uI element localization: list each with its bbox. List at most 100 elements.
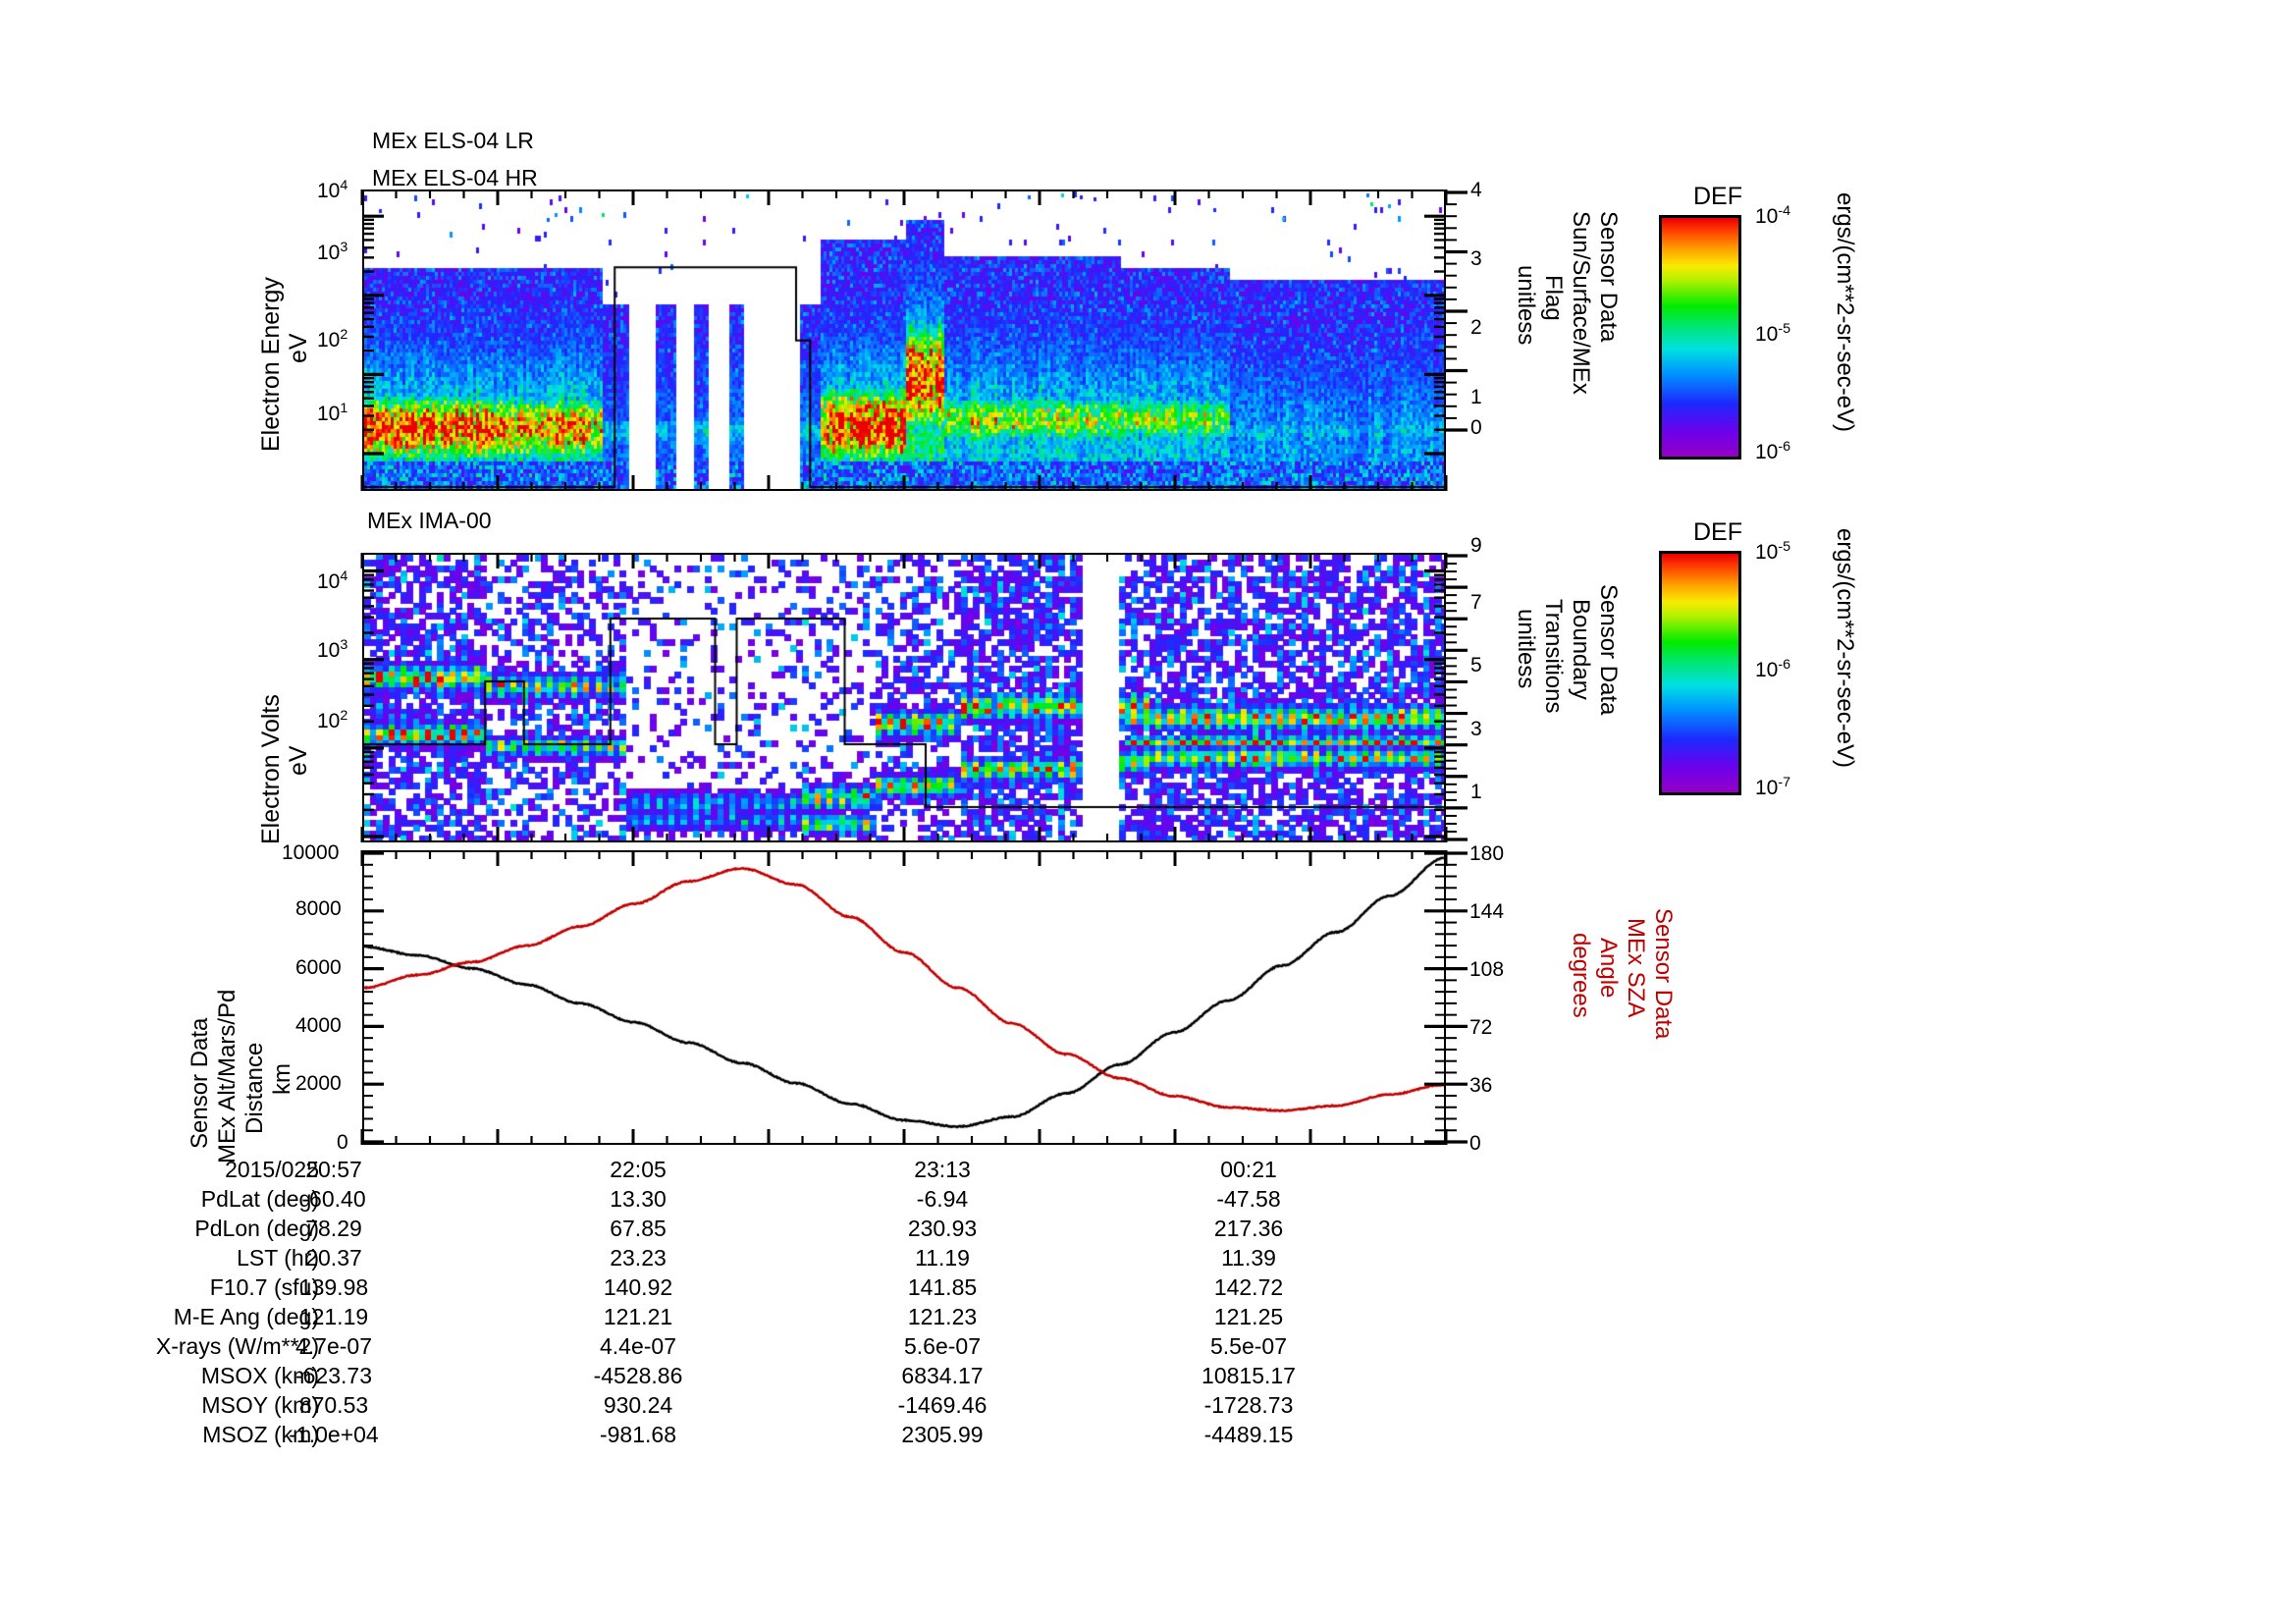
table-cell: -1728.73: [1203, 1392, 1294, 1418]
table-row-label: M-E Ang (deg): [173, 1304, 319, 1329]
table-row: MSOX (km) -623.73 -4528.86 6834.17 10815.17: [0, 1363, 1492, 1392]
table-row-label: 2015/025: [225, 1157, 319, 1182]
panel-ima-ytick-10e3: 103: [317, 637, 348, 662]
table-cell: 67.85: [610, 1216, 667, 1241]
table-cell: 230.93: [907, 1216, 978, 1241]
panel-ima-rlabel-line4: unitless: [1513, 609, 1539, 689]
panel-ima-rtick-5: 5: [1470, 654, 1482, 676]
colorbar-ima-gradient: [1659, 551, 1741, 795]
table-cell: 121.25: [1213, 1304, 1284, 1329]
table-cell: 13.30: [610, 1186, 667, 1212]
table-cell: -4528.86: [593, 1363, 683, 1388]
panel-els-rtick-0: 0: [1470, 416, 1482, 439]
table-row: PdLon (deg) 78.29 67.85 230.93 217.36: [0, 1216, 1492, 1245]
table-row-label: X-rays (W/m**2): [155, 1333, 319, 1359]
panel-els-ytick-10e2: 102: [317, 327, 348, 352]
panel-orbit-rtick-72: 72: [1469, 1016, 1493, 1039]
panel-ima-ytick-10e4: 104: [317, 568, 348, 593]
colorbar-ima-tick-bot: 10-7: [1755, 775, 1791, 799]
table-row-label: F10.7 (sfu): [209, 1274, 319, 1300]
table-row: X-rays (W/m**2) 4.7e-07 4.4e-07 5.6e-07 5.5e…: [0, 1333, 1492, 1363]
panel-orbit-ytick-8000: 8000: [295, 897, 342, 920]
panel-els-rtick-2: 2: [1470, 316, 1482, 339]
panel-els-ytick-10e4: 104: [317, 178, 348, 202]
panel-els-ytick-10e3: 103: [317, 240, 348, 264]
colorbar-els-units: ergs/(cm**2-sr-sec-eV): [1832, 192, 1858, 433]
panel-els-rtick-3: 3: [1470, 247, 1482, 270]
panel-orbit: Sensor Data MEx Alt/Mars/Pd Distance km …: [187, 841, 1677, 1163]
panel-els-title-lr: MEx ELS-04 LR: [372, 128, 534, 153]
table-cell: 23.23: [610, 1245, 667, 1271]
panel-orbit-ylabel-line1: Sensor Data: [187, 1017, 213, 1149]
table-cell: -1.0e+04: [289, 1422, 379, 1447]
table-cell: 139.98: [298, 1274, 369, 1300]
panel-els: MEx ELS-04 LR MEx ELS-04 HR Electron Ene…: [0, 0, 2296, 511]
panel-ima-title: MEx IMA-00: [367, 508, 492, 533]
table-cell: 78.29: [305, 1216, 362, 1241]
colorbar-els-tick-bot: 10-6: [1755, 439, 1791, 463]
table-cell: 121.21: [603, 1304, 673, 1329]
colorbar-els-title: DEF: [1693, 183, 1742, 210]
panel-ima-rtick-7: 7: [1470, 591, 1482, 614]
table-row: LST (hr) 20.37 23.23 11.19 11.39: [0, 1245, 1492, 1274]
table-row-label: MSOZ (km): [202, 1422, 319, 1447]
table-cell: -623.73: [294, 1363, 372, 1388]
table-row: M-E Ang (deg) 121.19 121.21 121.23 121.25: [0, 1304, 1492, 1333]
panel-orbit-ytick-4000: 4000: [295, 1014, 342, 1037]
table-cell: 141.85: [907, 1274, 978, 1300]
panel-orbit-ylabel-line4: km: [269, 1063, 295, 1095]
panel-els-ytick-10e1: 101: [317, 401, 348, 425]
panel-orbit-rtick-180: 180: [1469, 842, 1505, 865]
panel-orbit-rtick-108: 108: [1469, 958, 1505, 981]
panel-els-spectrogram: [364, 191, 1444, 489]
panel-els-plot-area: [362, 189, 1446, 491]
panel-orbit-lines: [364, 852, 1444, 1143]
panel-orbit-ylabel-line2: MEx Alt/Mars/Pd: [214, 989, 240, 1163]
table-cell: 870.53: [298, 1392, 369, 1418]
table-row-label: PdLat (deg): [200, 1186, 319, 1212]
table-cell: 6834.17: [901, 1363, 984, 1388]
table-cell: 23:13: [914, 1157, 971, 1182]
table-cell: 20:57: [305, 1157, 362, 1182]
colorbar-ima-units: ergs/(cm**2-sr-sec-eV): [1832, 528, 1858, 769]
table-row-label: PdLon (deg): [194, 1216, 319, 1241]
panel-orbit-ytick-10000: 10000: [282, 841, 340, 864]
table-cell: -1469.46: [897, 1392, 988, 1418]
panel-orbit-rlabel-line3: Angle: [1595, 938, 1622, 999]
panel-orbit-rlabel-line2: MEx SZA: [1623, 918, 1649, 1018]
panel-els-rlabel-line3: Flag: [1540, 275, 1567, 321]
table-cell: 121.19: [298, 1304, 369, 1329]
panel-ima-rtick-3: 3: [1470, 718, 1482, 740]
panel-els-rlabel-line4: unitless: [1513, 265, 1539, 346]
panel-ima-rtick-1: 1: [1470, 781, 1482, 803]
panel-orbit-rtick-144: 144: [1469, 900, 1505, 923]
table-cell: 140.92: [603, 1274, 673, 1300]
table-cell: 4.4e-07: [599, 1333, 676, 1359]
panel-ima-spectrogram: [364, 555, 1444, 840]
table-cell: -6.94: [916, 1186, 969, 1212]
panel-orbit-plot-area: [362, 850, 1446, 1145]
table-row-label: MSOY (km): [201, 1392, 319, 1418]
panel-els-rtick-1: 1: [1470, 386, 1482, 408]
table-row: 2015/025 20:57 22:05 23:13 00:21: [0, 1157, 1492, 1186]
panel-els-title-hr: MEx ELS-04 HR: [372, 165, 538, 190]
table-cell: 22:05: [610, 1157, 667, 1182]
footer-table: 2015/025 20:57 22:05 23:13 00:21 PdLat (deg) -…: [0, 1157, 1492, 1451]
table-cell: 11.19: [915, 1245, 970, 1271]
panel-ima-plot-area: [362, 553, 1446, 842]
table-cell: -4489.15: [1203, 1422, 1294, 1447]
colorbar-ima-tick-top: 10-5: [1755, 539, 1791, 564]
table-cell: -60.40: [301, 1186, 366, 1212]
table-cell: 930.24: [603, 1392, 673, 1418]
table-row-label: MSOX (km): [200, 1363, 319, 1388]
table-row-label: LST (hr): [237, 1245, 319, 1271]
colorbar-ima-tick-mid: 10-6: [1755, 657, 1791, 681]
panel-els-rtick-4: 4: [1470, 179, 1482, 201]
table-cell: 11.39: [1221, 1245, 1276, 1271]
table-row: PdLat (deg) -60.40 13.30 -6.94 -47.58: [0, 1186, 1492, 1216]
panel-els-rlabel-line1: Sensor Data: [1595, 211, 1622, 343]
table-cell: 2305.99: [901, 1422, 984, 1447]
panel-ima-rtick-9: 9: [1470, 534, 1482, 557]
table-cell: 4.7e-07: [294, 1333, 372, 1359]
table-cell: 142.72: [1213, 1274, 1284, 1300]
